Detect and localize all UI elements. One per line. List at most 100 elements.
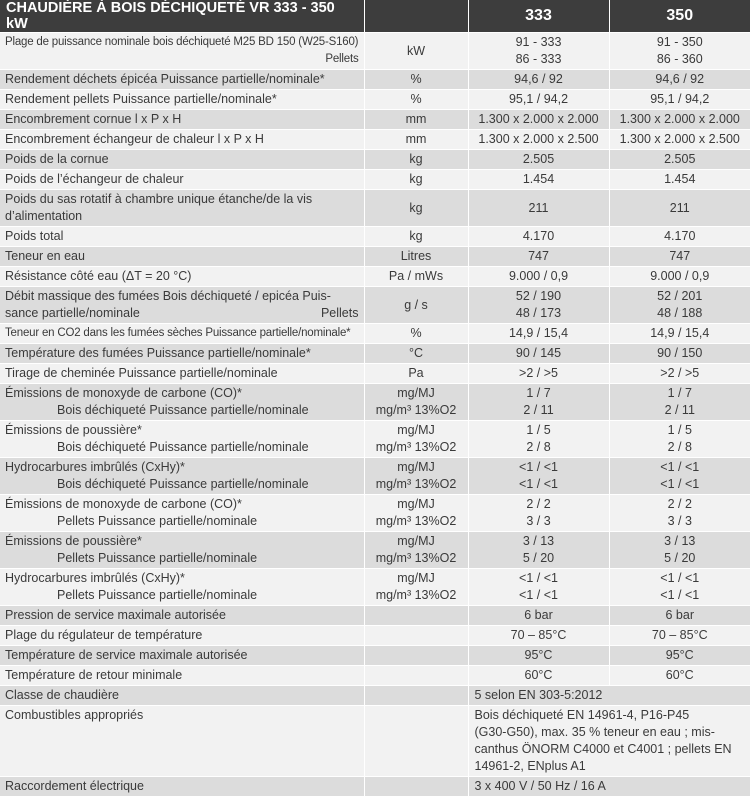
value-350: 9.000 / 0,9 [609, 267, 750, 287]
label-line: d’alimentation [5, 208, 359, 225]
unit-line: mg/m³ 13%O2 [370, 550, 463, 567]
value-line: 3 / 13 [615, 533, 746, 550]
merged-value: 3 x 400 V / 50 Hz / 16 A [468, 777, 750, 796]
value-line: 52 / 201 [615, 288, 746, 305]
table-title: CHAUDIÈRE À BOIS DÉCHIQUETÉ VR 333 - 350… [0, 0, 364, 33]
header-unit-cell [364, 0, 468, 33]
unit-cell: kW [364, 33, 468, 70]
table-row: Teneur en eau Litres 747 747 [0, 247, 750, 267]
value-line: 1 / 5 [474, 422, 604, 439]
value-333: 4.170 [468, 227, 609, 247]
table-row: Émissions de monoxyde de carbone (CO)* B… [0, 384, 750, 421]
value-line: Bois déchiqueté EN 14961-4, P16-P45 [475, 707, 746, 724]
row-label: Débit massique des fumées Bois déchiquet… [0, 287, 364, 324]
value-350: 70 – 85°C [609, 626, 750, 646]
value-line: 2 / 11 [615, 402, 746, 419]
value-line: 2 / 8 [474, 439, 604, 456]
value-line: 3 / 3 [615, 513, 746, 530]
value-350: <1 / <1<1 / <1 [609, 458, 750, 495]
row-label: Teneur en eau [0, 247, 364, 267]
value-350: >2 / >5 [609, 364, 750, 384]
table-row: Poids de l’échangeur de chaleur kg 1.454… [0, 170, 750, 190]
value-line: 1 / 7 [615, 385, 746, 402]
row-label: Hydrocarbures imbrûlés (CxHy)* Pellets P… [0, 569, 364, 606]
value-line: 91 - 350 [615, 34, 746, 51]
row-label: Rendement pellets Puissance partielle/no… [0, 90, 364, 110]
value-333: 95°C [468, 646, 609, 666]
table-row: Pression de service maximale autorisée 6… [0, 606, 750, 626]
value-line: canthus ÖNORM C4000 et C4001 ; pellets E… [475, 741, 746, 758]
unit-cell [364, 777, 468, 796]
value-333: 1.300 x 2.000 x 2.000 [468, 110, 609, 130]
value-line: <1 / <1 [615, 476, 746, 493]
value-350: 4.170 [609, 227, 750, 247]
label-line: Poids du sas rotatif à chambre unique ét… [5, 191, 359, 208]
unit-line: mg/MJ [370, 496, 463, 513]
table-row: Température de retour minimale 60°C 60°C [0, 666, 750, 686]
value-350: 60°C [609, 666, 750, 686]
table-row: Tirage de cheminée Puissance partielle/n… [0, 364, 750, 384]
row-label: Émissions de monoxyde de carbone (CO)* P… [0, 495, 364, 532]
label-part: sance partielle/nominale [5, 305, 140, 322]
unit-line: mg/m³ 13%O2 [370, 513, 463, 530]
row-label: Hydrocarbures imbrûlés (CxHy)* Bois déch… [0, 458, 364, 495]
row-label: Émissions de poussière* Bois déchiqueté … [0, 421, 364, 458]
unit-cell: kg [364, 150, 468, 170]
unit-cell: Pa [364, 364, 468, 384]
unit-cell: g / s [364, 287, 468, 324]
value-line: 86 - 360 [615, 51, 746, 68]
value-line: 14961-2, ENplus A1 [475, 758, 746, 775]
value-333: 14,9 / 15,4 [468, 324, 609, 344]
table-row: Hydrocarbures imbrûlés (CxHy)* Bois déch… [0, 458, 750, 495]
value-333: 2.505 [468, 150, 609, 170]
label-line: Hydrocarbures imbrûlés (CxHy)* [5, 570, 359, 587]
label-line: Débit massique des fumées Bois déchiquet… [5, 288, 359, 305]
value-333: <1 / <1<1 / <1 [468, 569, 609, 606]
value-line: 52 / 190 [474, 288, 604, 305]
label-line: Pellets Puissance partielle/nominale [5, 550, 359, 567]
value-333: 6 bar [468, 606, 609, 626]
unit-cell [364, 706, 468, 777]
unit-line: mg/m³ 13%O2 [370, 476, 463, 493]
unit-line: mg/MJ [370, 459, 463, 476]
value-333: 747 [468, 247, 609, 267]
unit-cell: % [364, 90, 468, 110]
header-row: CHAUDIÈRE À BOIS DÉCHIQUETÉ VR 333 - 350… [0, 0, 750, 33]
unit-cell: mm [364, 110, 468, 130]
unit-line: mg/MJ [370, 422, 463, 439]
column-header-333: 333 [468, 0, 609, 33]
merged-value: 5 selon EN 303-5:2012 [468, 686, 750, 706]
value-350: <1 / <1<1 / <1 [609, 569, 750, 606]
table-row: Température de service maximale autorisé… [0, 646, 750, 666]
unit-cell: kg [364, 227, 468, 247]
table-row: Hydrocarbures imbrûlés (CxHy)* Pellets P… [0, 569, 750, 606]
value-line: 48 / 173 [474, 305, 604, 322]
row-label: Température de retour minimale [0, 666, 364, 686]
table-row: Poids total kg 4.170 4.170 [0, 227, 750, 247]
label-line: Émissions de poussière* [5, 533, 359, 550]
value-350: 95°C [609, 646, 750, 666]
table-row: Encombrement cornue l x P x H mm 1.300 x… [0, 110, 750, 130]
label-part: Pellets [321, 305, 359, 322]
table-row: Émissions de poussière* Pellets Puissanc… [0, 532, 750, 569]
row-label: Poids total [0, 227, 364, 247]
unit-line: mg/MJ [370, 385, 463, 402]
value-line: 1 / 5 [615, 422, 746, 439]
unit-line: mg/m³ 13%O2 [370, 439, 463, 456]
row-label: Rendement déchets épicéa Puissance parti… [0, 70, 364, 90]
unit-cell: kg [364, 170, 468, 190]
value-line: 5 / 20 [615, 550, 746, 567]
